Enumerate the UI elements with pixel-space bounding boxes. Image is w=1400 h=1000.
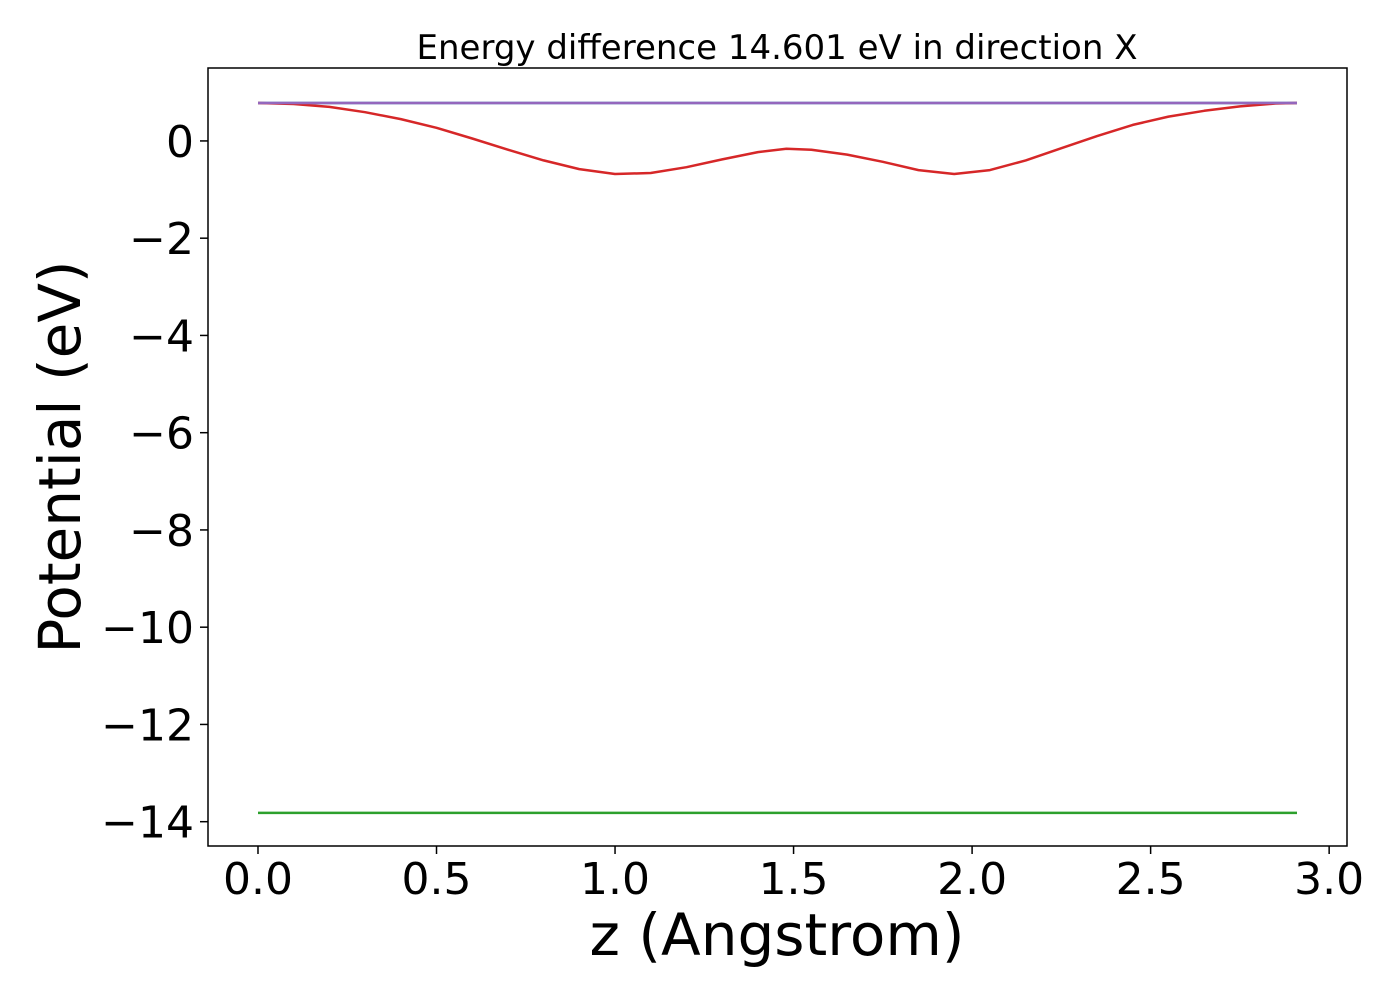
x-tick-label: 2.5 <box>1116 854 1186 905</box>
y-axis: 0 −2 −4 −6 −8 −10 −12 −14 <box>101 117 208 849</box>
y-tick-label: −8 <box>129 506 194 557</box>
x-tick-label: 2.0 <box>937 854 1007 905</box>
x-tick-label: 1.0 <box>580 854 650 905</box>
x-tick-label: 0.5 <box>402 854 472 905</box>
y-tick-label: −10 <box>101 603 194 654</box>
x-axis: 0.0 0.5 1.0 1.5 2.0 2.5 3.0 <box>223 846 1364 905</box>
series-line-3 <box>257 101 1298 176</box>
chart-title: Energy difference 14.601 eV in direction… <box>417 28 1138 68</box>
y-tick-label: −4 <box>129 311 194 362</box>
plot-frame <box>207 67 1348 847</box>
x-tick-label: 0.0 <box>223 854 293 905</box>
y-tick-label: −14 <box>101 798 194 849</box>
y-tick-label: −2 <box>129 214 194 265</box>
x-axis-label: z (Angstrom) <box>590 901 965 969</box>
y-axis-label: Potential (eV) <box>26 260 94 653</box>
y-tick-label: 0 <box>166 117 194 168</box>
y-tick-label: −6 <box>129 409 194 460</box>
x-tick-label: 3.0 <box>1294 854 1364 905</box>
x-tick-label: 1.5 <box>759 854 829 905</box>
y-tick-label: −12 <box>101 700 194 751</box>
